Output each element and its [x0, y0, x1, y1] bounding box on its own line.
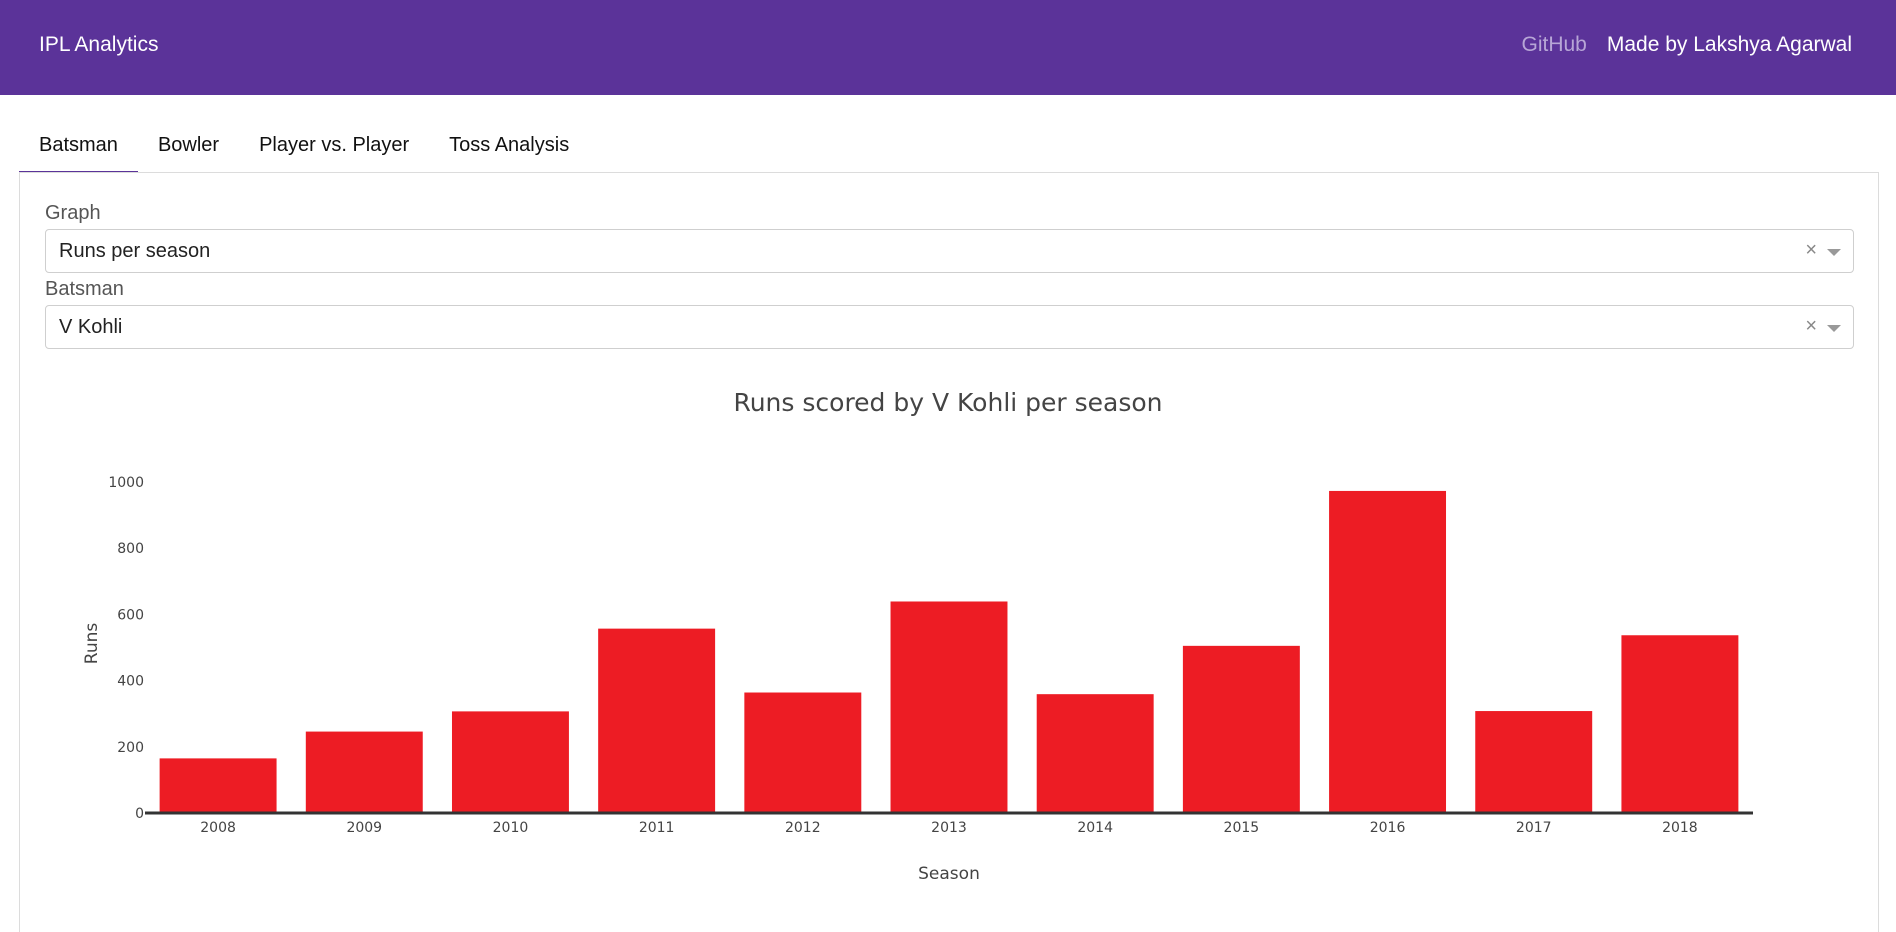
- x-tick-label: 2012: [785, 820, 821, 836]
- y-tick-label: 200: [117, 740, 144, 756]
- x-tick-label: 2016: [1370, 820, 1406, 836]
- author-credit: Made by Lakshya Agarwal: [1606, 33, 1852, 56]
- chart-title: Runs scored by V Kohli per season: [733, 388, 1163, 417]
- graph-select[interactable]: Runs per season ×: [45, 229, 1854, 273]
- clear-icon[interactable]: ×: [1805, 239, 1817, 261]
- analysis-tabs: Batsman Bowler Player vs. Player Toss An…: [19, 129, 589, 173]
- batsman-label: Batsman: [45, 278, 124, 300]
- x-tick-label: 2010: [493, 820, 529, 836]
- tab-bowler[interactable]: Bowler: [157, 134, 220, 156]
- x-tick-label: 2014: [1077, 820, 1113, 836]
- tab-content-panel: [19, 172, 1879, 932]
- tab-player-vs-player[interactable]: Player vs. Player: [259, 134, 410, 156]
- bar-2008: [159, 758, 277, 813]
- bar-2014: [1036, 694, 1154, 813]
- clear-icon[interactable]: ×: [1805, 315, 1817, 337]
- chevron-down-icon[interactable]: [1827, 249, 1841, 256]
- top-navbar: IPL Analytics GitHub Made by Lakshya Aga…: [0, 0, 1896, 95]
- github-link[interactable]: GitHub: [1521, 33, 1587, 56]
- bar-2012: [744, 692, 862, 813]
- bar-2018: [1621, 635, 1739, 813]
- bar-2011: [598, 628, 716, 813]
- graph-select-value: Runs per season: [59, 240, 211, 262]
- bar-2013: [890, 601, 1008, 813]
- x-tick-label: 2013: [931, 820, 967, 836]
- x-tick-label: 2009: [346, 820, 382, 836]
- x-tick-label: 2017: [1516, 820, 1552, 836]
- y-axis-title: Runs: [82, 623, 102, 665]
- x-tick-label: 2015: [1224, 820, 1260, 836]
- x-tick-label: 2011: [639, 820, 675, 836]
- x-axis-title: Season: [918, 864, 980, 884]
- batsman-select-value: V Kohli: [59, 316, 123, 338]
- bar-2009: [305, 731, 423, 813]
- y-tick-label: 600: [117, 607, 144, 623]
- y-tick-label: 800: [117, 541, 144, 557]
- x-tick-label: 2008: [200, 820, 236, 836]
- x-tick-label: 2018: [1662, 820, 1698, 836]
- y-tick-label: 0: [135, 806, 144, 822]
- graph-label: Graph: [45, 202, 101, 224]
- brand-title[interactable]: IPL Analytics: [39, 33, 159, 56]
- bar-2015: [1182, 645, 1300, 813]
- chevron-down-icon[interactable]: [1827, 325, 1841, 332]
- tab-toss-analysis[interactable]: Toss Analysis: [449, 134, 570, 156]
- bar-2017: [1475, 711, 1593, 813]
- batsman-select[interactable]: V Kohli ×: [45, 305, 1854, 349]
- y-tick-label: 400: [117, 674, 144, 690]
- bar-2010: [451, 711, 569, 813]
- navbar-links: GitHub Made by Lakshya Agarwal: [1522, 33, 1853, 57]
- y-tick-label: 1000: [108, 475, 144, 491]
- bar-2016: [1329, 490, 1447, 813]
